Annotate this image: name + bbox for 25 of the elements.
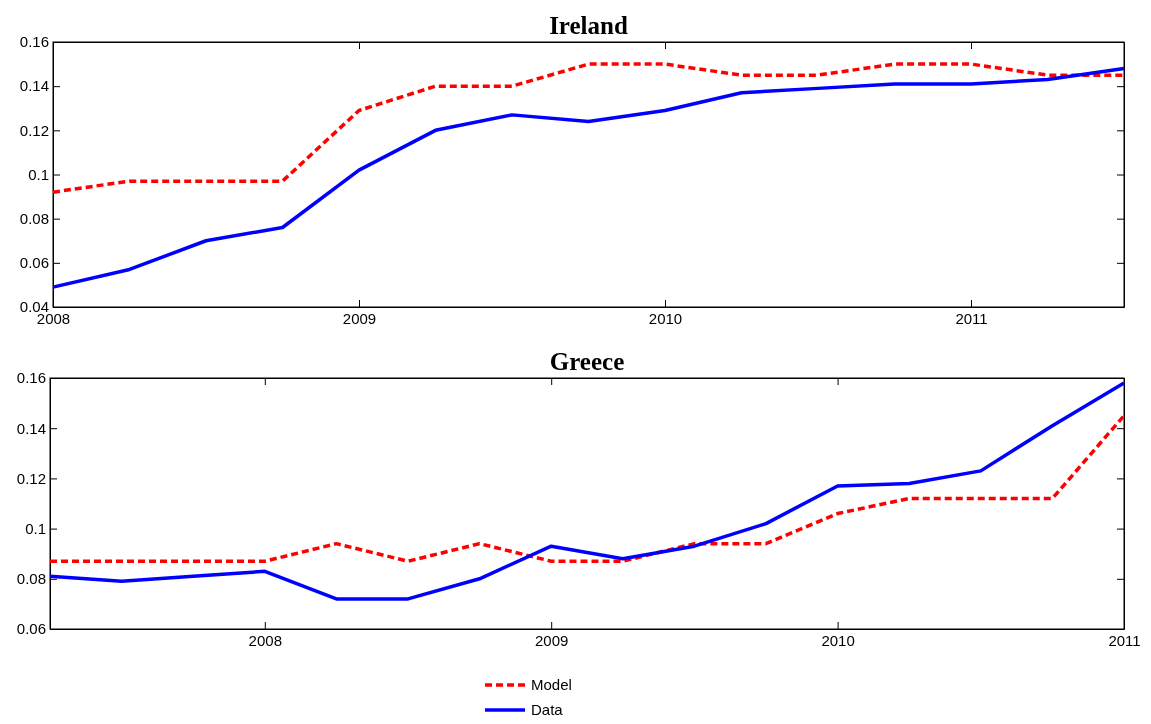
y-tick-label: 0.16 (16, 369, 46, 387)
y-tick-label: 0.16 (19, 33, 49, 51)
x-tick-label: 2011 (955, 309, 988, 327)
x-tick-label: 2010 (648, 309, 683, 327)
y-tick-label: 0.1 (25, 519, 46, 537)
y-tick-label: 0.06 (16, 620, 46, 638)
legend-label: Model (531, 676, 572, 694)
y-tick-label: 0.12 (16, 469, 46, 487)
x-tick-label: 2010 (821, 631, 855, 649)
x-tick-label: 2009 (535, 631, 569, 649)
x-tick-label: 2011 (1108, 631, 1141, 649)
chart-title: Greece (549, 348, 625, 375)
line-series (48, 413, 1126, 563)
x-tick-label: 2009 (342, 309, 377, 327)
line-series (51, 66, 1126, 289)
legend-label: Data (531, 701, 564, 719)
y-tick-label: 0.12 (19, 121, 49, 139)
y-tick-label: 0.14 (19, 77, 49, 95)
x-tick-label: 2008 (248, 631, 282, 649)
y-tick-label: 0.14 (16, 419, 46, 437)
y-tick-label: 0.06 (19, 254, 49, 272)
y-tick-label: 0.08 (16, 570, 46, 588)
y-tick-label: 0.08 (19, 209, 49, 227)
y-tick-label: 0.1 (28, 165, 49, 183)
chart-title: Ireland (549, 12, 628, 39)
